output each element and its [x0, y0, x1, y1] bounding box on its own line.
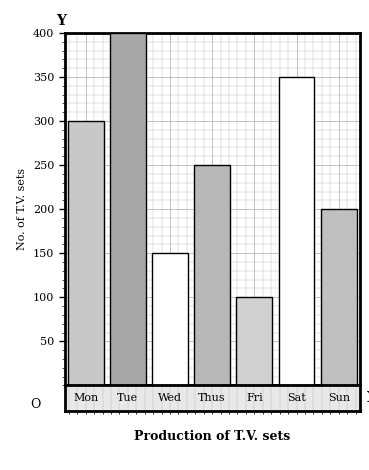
Bar: [237, 298, 272, 385]
Bar: [68, 121, 104, 385]
Bar: [321, 209, 356, 385]
Text: X: X: [367, 392, 369, 405]
Y-axis label: No. of T.V. sets: No. of T.V. sets: [17, 168, 27, 250]
Text: Y: Y: [56, 14, 66, 28]
Text: Sun: Sun: [328, 393, 350, 403]
Bar: [194, 165, 230, 385]
Text: Tue: Tue: [117, 393, 138, 403]
Text: O: O: [30, 398, 40, 411]
Text: Mon: Mon: [73, 393, 98, 403]
Bar: [110, 33, 146, 385]
Text: Thus: Thus: [199, 393, 226, 403]
Text: Production of T.V. sets: Production of T.V. sets: [134, 430, 290, 443]
Bar: [279, 77, 314, 385]
Text: Fri: Fri: [246, 393, 263, 403]
Text: Sat: Sat: [287, 393, 306, 403]
Bar: [152, 253, 188, 385]
Text: Wed: Wed: [158, 393, 182, 403]
